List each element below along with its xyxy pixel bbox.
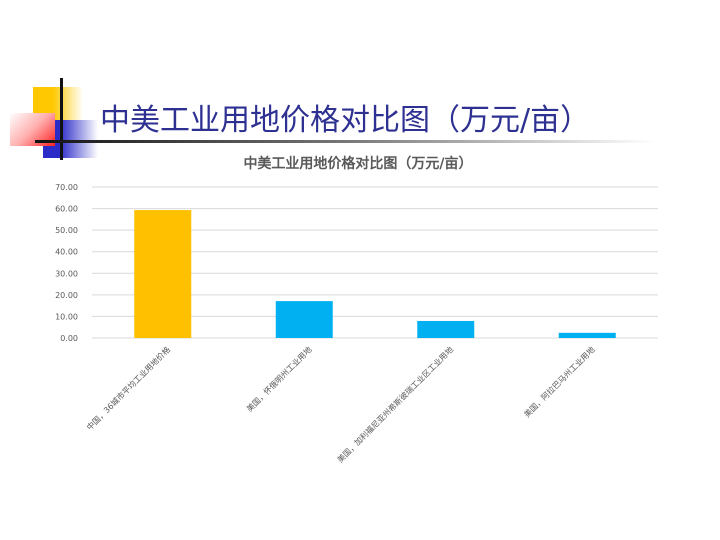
y-tick-label: 50.00 — [55, 226, 78, 235]
slide-title: 中美工业用地价格对比图（万元/亩） — [100, 103, 591, 138]
bar — [417, 320, 475, 338]
decor-vertical-line — [60, 78, 63, 160]
y-tick-label: 20.00 — [55, 291, 78, 300]
y-tick-label: 10.00 — [55, 312, 78, 321]
bar — [558, 332, 616, 338]
chart-title: 中美工业用地价格对比图（万元/亩） — [243, 155, 472, 172]
y-tick-label: 40.00 — [55, 248, 78, 257]
y-tick-label: 0.00 — [60, 334, 78, 343]
x-tick-label: 美国，加利福尼亚州希斯彼瑞工业区工业用地 — [335, 344, 455, 464]
x-tick-label: 中国，36城市平均工业用地价格 — [84, 344, 172, 432]
y-tick-label: 60.00 — [55, 205, 78, 214]
y-tick-label: 70.00 — [55, 183, 78, 192]
bar — [275, 301, 333, 338]
bar — [134, 210, 192, 338]
y-tick-label: 30.00 — [55, 269, 78, 278]
x-tick-label: 美国，怀俄明州工业用地 — [244, 344, 313, 413]
decor-title-underline — [35, 140, 655, 143]
x-tick-label: 美国，阿拉巴马州工业用地 — [522, 344, 597, 419]
